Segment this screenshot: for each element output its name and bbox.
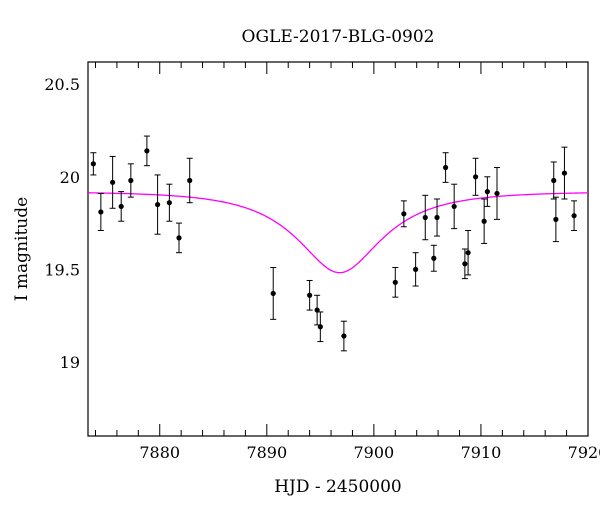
x-axis-label: HJD - 2450000 (274, 477, 402, 497)
axis-ticks (88, 62, 589, 437)
x-tick-label: 7910 (461, 443, 502, 462)
point-marker (434, 214, 440, 221)
point-marker (494, 190, 500, 197)
point-marker (110, 179, 116, 185)
data-point (434, 198, 441, 237)
data-point (561, 146, 568, 200)
data-point (143, 135, 150, 167)
data-point (340, 320, 347, 352)
data-point (317, 311, 324, 343)
data-point (392, 267, 399, 298)
data-point (127, 163, 134, 198)
y-tick-label: 20 (60, 168, 80, 187)
point-marker (166, 200, 172, 206)
data-point (314, 294, 321, 326)
x-tick-label: 7900 (354, 443, 395, 462)
point-marker (401, 211, 407, 217)
data-point (154, 174, 161, 235)
data-points (90, 135, 578, 352)
y-tick-label: 20.5 (44, 75, 80, 94)
data-point (465, 229, 472, 276)
axis-tick-labels: 7880 7890 7900 7910 7920 19 19.5 20 20.5 (44, 75, 600, 462)
point-marker (571, 213, 577, 219)
point-marker (90, 161, 96, 167)
point-marker (98, 209, 104, 215)
y-tick-label: 19.5 (44, 260, 80, 279)
point-marker (341, 333, 347, 339)
data-point (109, 155, 116, 209)
data-point (461, 248, 468, 280)
point-marker (270, 290, 276, 297)
data-point (176, 222, 183, 254)
point-marker (118, 203, 124, 210)
point-marker (431, 255, 437, 261)
plot-frame (87, 61, 589, 437)
data-point (422, 194, 429, 241)
point-marker (472, 174, 479, 180)
point-marker (443, 164, 449, 171)
point-marker (561, 170, 568, 176)
data-point (481, 198, 488, 244)
point-marker (451, 203, 457, 210)
point-marker (551, 177, 557, 184)
point-marker (553, 216, 559, 222)
point-marker (307, 292, 313, 298)
point-marker (392, 279, 398, 285)
x-tick-label: 7890 (246, 443, 287, 462)
data-point (270, 267, 277, 320)
point-marker (465, 250, 471, 256)
data-point (430, 244, 437, 272)
data-point (484, 176, 491, 207)
data-point (412, 252, 419, 287)
data-point (97, 192, 104, 231)
data-point (472, 157, 479, 196)
point-marker (144, 148, 150, 154)
point-marker (317, 324, 323, 330)
data-point (552, 196, 559, 243)
x-tick-label: 7920 (568, 443, 600, 462)
data-point (400, 200, 407, 228)
point-marker (422, 214, 428, 221)
point-marker (413, 266, 419, 272)
data-point (493, 167, 500, 220)
point-marker (187, 177, 193, 184)
point-marker (484, 189, 490, 195)
model-curve (87, 192, 589, 274)
data-point (186, 157, 193, 204)
data-point (166, 183, 173, 222)
point-marker (128, 177, 134, 184)
point-marker (176, 235, 182, 241)
data-point (90, 152, 97, 176)
x-tick-label: 7880 (139, 443, 180, 462)
y-tick-label: 19 (60, 353, 80, 372)
data-point (451, 183, 458, 230)
data-point (306, 279, 313, 311)
y-axis-label: I magnitude (12, 197, 32, 301)
data-point (571, 200, 578, 231)
point-marker (314, 307, 320, 313)
point-marker (154, 201, 161, 208)
chart-title: OGLE-2017-BLG-0902 (242, 27, 435, 47)
data-point (442, 152, 449, 183)
data-point (118, 191, 125, 222)
point-marker (462, 261, 468, 267)
point-marker (481, 218, 487, 224)
